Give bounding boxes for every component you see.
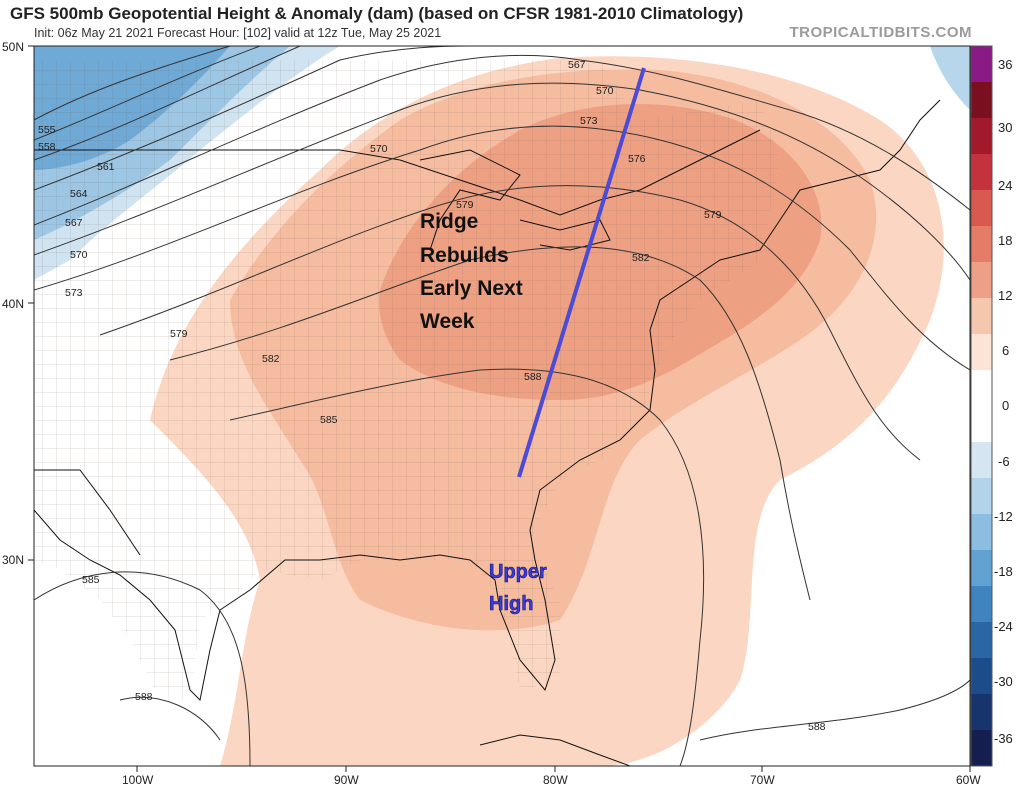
negative-anomaly-ne — [930, 46, 970, 110]
colorbar-segment — [971, 46, 992, 83]
canada-border — [34, 129, 761, 216]
colorbar-segment — [971, 658, 992, 695]
colorbar-segment — [971, 478, 992, 515]
ridge-axis-line — [517, 67, 646, 478]
colorbar-label: 18 — [998, 233, 1012, 248]
map-area: 555 558 561 564 567 570 573 579 582 585 … — [34, 46, 970, 766]
great-lakes — [419, 149, 611, 251]
annotation-line: Early Next — [420, 277, 523, 300]
contour-label: 570 — [370, 143, 388, 155]
colorbar-label: -24 — [994, 619, 1013, 634]
colorbar-segment — [971, 694, 992, 731]
colorbar-label: -12 — [994, 509, 1013, 524]
lon-label: 70W — [750, 773, 775, 786]
map-title: GFS 500mb Geopotential Height & Anomaly … — [10, 4, 744, 23]
annotation-line: Week — [420, 310, 475, 333]
lat-label: 40N — [2, 297, 24, 311]
lat-label: 50N — [2, 40, 24, 54]
contour-label: 579 — [456, 199, 474, 211]
colorbar-segment — [971, 118, 992, 155]
annotation-line: Ridge — [420, 210, 478, 233]
colorbar-segment — [971, 298, 992, 335]
ridge-annotation: Ridge Rebuilds Early Next Week — [420, 210, 523, 333]
contour-label: 582 — [632, 252, 650, 264]
contour-label: 555 — [38, 124, 56, 136]
contour-label: 570 — [596, 85, 614, 97]
colorbar-segment — [971, 190, 992, 227]
colorbar-label: 6 — [1002, 343, 1009, 358]
contour-label: 564 — [70, 188, 88, 200]
colorbar-label: 12 — [998, 288, 1012, 303]
colorbar-segment — [971, 154, 992, 191]
contour-label: 567 — [568, 59, 586, 71]
colorbar-label: 36 — [998, 57, 1012, 72]
contour-label: 588 — [524, 371, 542, 383]
colorbar-segment — [971, 334, 992, 371]
upper-high-annotation: Upper High — [489, 561, 548, 616]
colorbar-segment — [971, 442, 992, 479]
colorbar-segment — [971, 262, 992, 299]
contour-label: 579 — [704, 209, 722, 221]
map-subtitle: Init: 06z May 21 2021 Forecast Hour: [10… — [34, 26, 442, 40]
colorbar-segment — [971, 550, 992, 587]
cuba — [479, 734, 631, 766]
colorbar-segment — [971, 514, 992, 551]
height-contours — [34, 46, 970, 766]
colorbar-labels: 36 30 24 18 12 6 0 -6 -12 -18 -24 -30 -3… — [994, 57, 1013, 746]
colorbar-label: -18 — [994, 564, 1013, 579]
contour-label: 582 — [262, 353, 280, 365]
colorbar-label: 0 — [1002, 398, 1009, 413]
latitude-labels: 50N 40N 30N — [2, 40, 34, 567]
longitude-labels: 100W 90W 80W 70W 60W — [122, 766, 981, 786]
contour-label: 585 — [82, 574, 100, 586]
colorbar-segment — [971, 406, 992, 443]
lon-label: 100W — [122, 773, 154, 786]
contour-label: 561 — [97, 161, 115, 173]
colorbar-segment — [971, 730, 992, 767]
lon-label: 90W — [334, 773, 359, 786]
contour-labels: 555 558 561 564 567 570 573 579 582 585 … — [38, 59, 826, 733]
annotation-line: Rebuilds — [420, 244, 509, 267]
county-grid — [34, 60, 780, 700]
contour-label: 573 — [65, 287, 83, 299]
colorbar-segment — [971, 586, 992, 623]
anomaly-colorbar — [970, 45, 993, 767]
contour-label: 585 — [320, 414, 338, 426]
colorbar-segment — [971, 622, 992, 659]
map-frame — [33, 45, 971, 767]
colorbar-label: -30 — [994, 674, 1013, 689]
colorbar-label: 30 — [998, 120, 1012, 135]
colorbar-label: -36 — [994, 731, 1013, 746]
contour-label: 588 — [135, 691, 153, 703]
contour-label: 579 — [170, 328, 188, 340]
brand-watermark: TROPICALTIDBITS.COM — [789, 24, 972, 41]
contour-label: 570 — [70, 249, 88, 261]
contour-label: 588 — [808, 721, 826, 733]
contour-label: 558 — [38, 141, 56, 153]
coastline — [34, 99, 941, 702]
colorbar-label: -6 — [998, 454, 1010, 469]
colorbar-label: 24 — [998, 178, 1012, 193]
colorbar-segment — [971, 82, 992, 119]
colorbar-frame — [970, 45, 993, 767]
colorbar-segment — [971, 370, 992, 407]
mexico-border — [34, 469, 141, 556]
contour-label: 567 — [65, 217, 83, 229]
annotation-line: Upper — [489, 561, 547, 583]
contour-label: 576 — [628, 153, 646, 165]
contour-label: 573 — [580, 115, 598, 127]
lat-label: 30N — [2, 553, 24, 567]
lon-label: 60W — [956, 773, 981, 786]
lon-label: 80W — [543, 773, 568, 786]
annotation-line: High — [489, 593, 533, 615]
colorbar-segment — [971, 226, 992, 263]
